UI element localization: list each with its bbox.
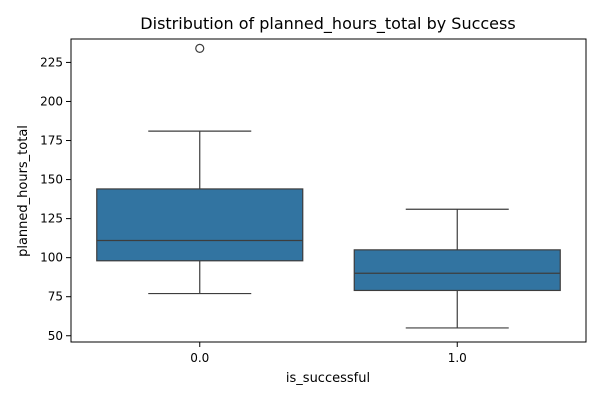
plot-frame (70, 38, 587, 343)
box-group-0-0 (96, 43, 304, 295)
x-tick-label: 0.0 (190, 351, 209, 365)
y-tick-label: 75 (48, 290, 63, 304)
y-tick-label: 100 (40, 251, 63, 265)
y-tick-label: 200 (40, 94, 63, 108)
iqr-box (353, 249, 561, 292)
box-group-1-0 (353, 208, 561, 329)
x-axis-label: is_successful (286, 371, 370, 386)
y-tick-label: 125 (40, 212, 63, 226)
y-axis-label: planned_hours_total (16, 125, 31, 257)
y-tick-label: 225 (40, 55, 63, 69)
outlier-point (195, 43, 205, 53)
iqr-box (96, 188, 304, 262)
boxes-layer (96, 43, 561, 329)
y-tick-label: 50 (48, 329, 63, 343)
chart-title: Distribution of planned_hours_total by S… (140, 14, 515, 34)
x-axis-ticks: 0.0 1.0 (190, 342, 467, 365)
x-tick-label: 1.0 (448, 351, 467, 365)
y-tick-label: 150 (40, 173, 63, 187)
y-axis-ticks: 50 75 100 125 150 175 200 225 (40, 55, 71, 343)
y-tick-label: 175 (40, 134, 63, 148)
